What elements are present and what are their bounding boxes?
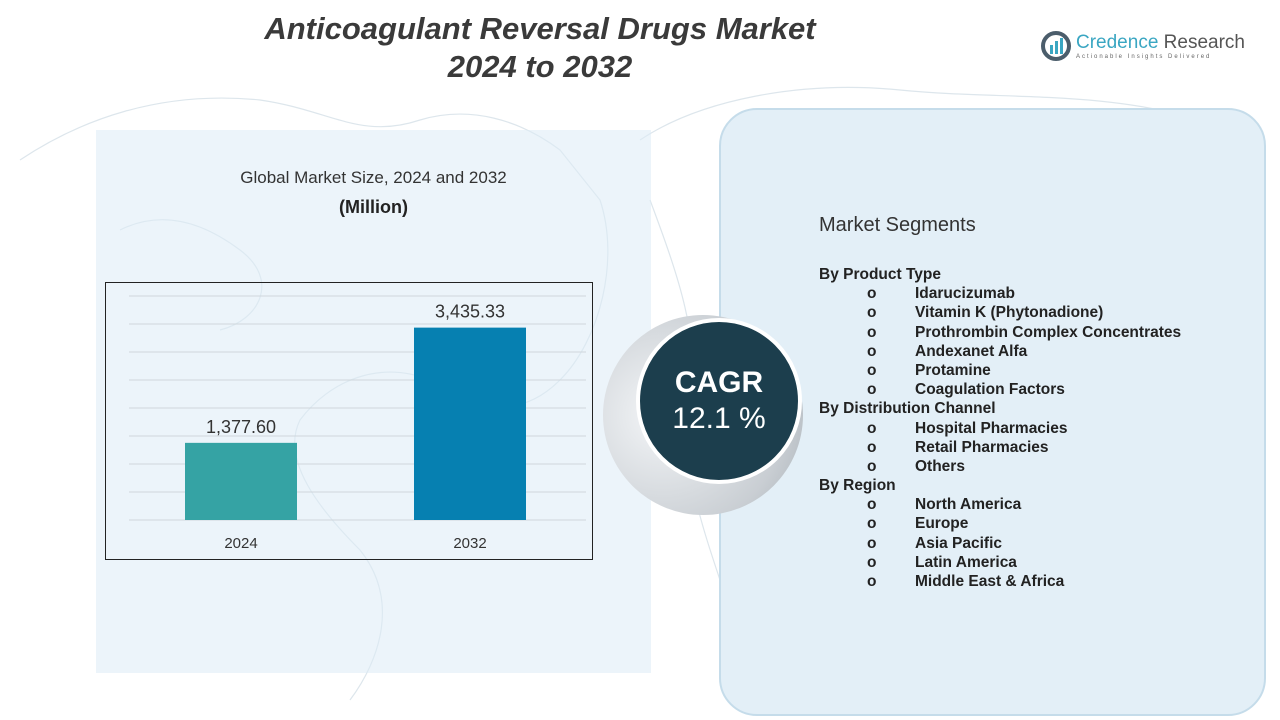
chart-panel: [96, 130, 651, 673]
segment-heading: By Product Type: [819, 266, 942, 283]
segment-item: o Hospital Pharmacies: [819, 419, 1181, 438]
segment-item-label: Andexanet Alfa: [915, 342, 1028, 360]
logo-tagline: Actionable Insights Delivered: [1076, 54, 1212, 60]
bar-chart-svg: 1,377.60 2024 3,435.33 2032: [129, 295, 586, 552]
segment-item-label: Europe: [915, 515, 969, 533]
title-line-2: 2024 to 2032: [447, 49, 633, 84]
bullet-icon: o: [867, 342, 877, 360]
segment-item: o Asia Pacific: [819, 534, 1181, 553]
bar-chart: 1,377.60 2024 3,435.33 2032: [105, 282, 593, 560]
logo-chart-icon: [1041, 31, 1071, 61]
data-label-2024: 1,377.60: [206, 417, 276, 437]
segment-item-label: Coagulation Factors: [915, 381, 1065, 399]
bullet-icon: o: [867, 553, 877, 571]
cagr-value: 12.1 %: [672, 402, 766, 435]
segment-item-label: Others: [915, 457, 965, 475]
segment-item-label: Latin America: [915, 553, 1017, 571]
segment-item-label: Prothrombin Complex Concentrates: [915, 323, 1182, 341]
bullet-icon: o: [867, 534, 877, 552]
credence-research-logo: Credence Research Actionable Insights De…: [1040, 30, 1245, 62]
page-title: Anticoagulant Reversal Drugs Market 2024…: [200, 10, 880, 86]
segment-item: o Vitamin K (Phytonadione): [819, 303, 1181, 322]
title-line-1: Anticoagulant Reversal Drugs Market: [264, 11, 816, 46]
segment-heading: By Distribution Channel: [819, 400, 996, 418]
segment-item: o Others: [819, 457, 1181, 476]
bullet-icon: o: [867, 361, 877, 379]
bullet-icon: o: [867, 496, 877, 514]
bullet-icon: o: [867, 457, 877, 475]
chart-subtitle: Global Market Size, 2024 and 2032: [240, 168, 507, 187]
bullet-icon: o: [867, 515, 877, 533]
cagr-label: CAGR: [674, 366, 764, 399]
segment-item-label: Retail Pharmacies: [915, 438, 1049, 456]
bullet-icon: o: [867, 381, 877, 399]
cagr-badge: CAGR 12.1 %: [636, 318, 802, 484]
segment-item-label: Vitamin K (Phytonadione): [915, 304, 1104, 322]
data-label-2032: 3,435.33: [435, 302, 505, 322]
segments-panel: [719, 108, 1266, 716]
segments-title: Market Segments: [819, 214, 976, 236]
bar-2032: [414, 327, 526, 520]
bullet-icon: o: [867, 438, 877, 456]
chart-unit: (Million): [339, 197, 408, 217]
bar-2024: [185, 442, 297, 520]
x-tick-2032: 2032: [453, 535, 486, 552]
logo-name-1: Credence: [1076, 32, 1159, 53]
bullet-icon: o: [867, 285, 877, 303]
segment-item: o Europe: [819, 514, 1181, 533]
segment-item: o Coagulation Factors: [819, 380, 1181, 399]
bullet-icon: o: [867, 304, 877, 322]
segment-item: o Middle East & Africa: [819, 572, 1181, 591]
segment-item-label: Asia Pacific: [915, 534, 1003, 552]
segment-item-label: Idarucizumab: [915, 285, 1015, 303]
segment-item-label: Middle East & Africa: [915, 573, 1065, 590]
segment-item: o North America: [819, 495, 1181, 514]
segment-item-label: Hospital Pharmacies: [915, 419, 1068, 437]
segment-heading: By Region: [819, 477, 896, 495]
segment-item-label: North America: [915, 496, 1022, 514]
segment-item: o Protamine: [819, 361, 1181, 380]
logo-name-2: Research: [1163, 32, 1245, 53]
bullet-icon: o: [867, 419, 877, 437]
segment-item: o Andexanet Alfa: [819, 342, 1181, 361]
segment-item: o Prothrombin Complex Concentrates: [819, 323, 1181, 342]
segments-list: By Product Type o Idarucizumab o Vitamin K (…: [819, 265, 1181, 591]
segment-item-label: Protamine: [915, 361, 991, 379]
segment-item: o Retail Pharmacies: [819, 438, 1181, 457]
x-tick-2024: 2024: [224, 535, 257, 552]
bullet-icon: o: [867, 323, 877, 341]
segment-item: o Idarucizumab: [819, 284, 1181, 303]
bullet-icon: o: [867, 573, 877, 590]
segment-item: o Latin America: [819, 553, 1181, 572]
